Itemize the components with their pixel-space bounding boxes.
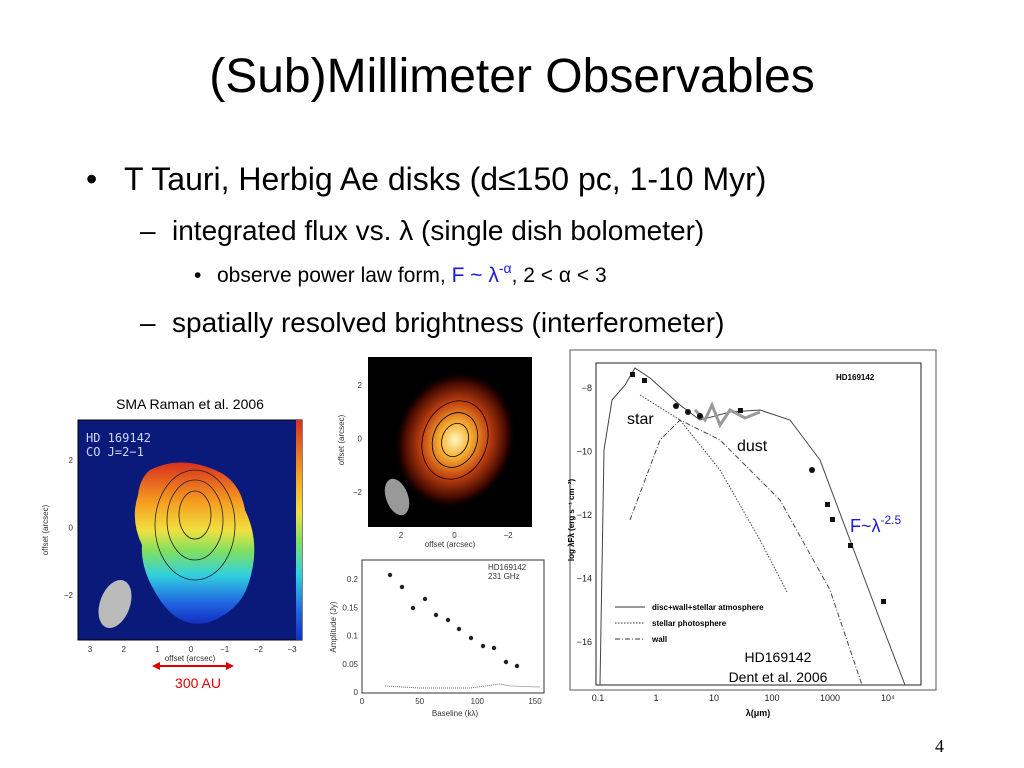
y-tick-label: −16 [577, 637, 592, 647]
x-tick-label: 1 [653, 693, 658, 703]
y-tick-label: 2 [69, 456, 74, 465]
x-tick-label: 10⁴ [881, 693, 895, 703]
sed-plot: HD169142 star dust F~λ-2.5 disc+wall+ste… [567, 349, 937, 718]
formula-exponent: -α [499, 260, 512, 276]
y-tick-label: 2 [358, 381, 363, 390]
x-tick-label: 0 [452, 531, 457, 540]
x-tick-label: −1 [220, 645, 230, 654]
scale-label: 300 AU [175, 675, 221, 691]
bullet-text: observe power law form, F ~ λ-α, 2 < α <… [217, 260, 607, 287]
x-tick-label: −3 [287, 645, 297, 654]
x-tick-label: 0 [360, 697, 365, 706]
visibility-plot: HD169142 231 GHz Amplitude (Jy) Baseline… [329, 559, 545, 718]
y-tick-label: −8 [582, 383, 592, 393]
annotation: F~λ-2.5 [850, 513, 902, 536]
bullet-marker: • [194, 264, 201, 287]
x-tick-label: 0 [189, 645, 194, 654]
x-axis-label: Baseline (kλ) [432, 709, 479, 718]
x-tick-label: 100 [764, 693, 779, 703]
contours [421, 400, 489, 480]
bullet-marker: – [140, 215, 156, 246]
spectrum [693, 401, 761, 429]
page-number: 4 [935, 736, 944, 756]
map-label: HD 169142 [86, 431, 151, 445]
x-tick-label: −2 [503, 531, 513, 540]
y-axis-label: offset (arcsec) [41, 504, 50, 555]
bullet-marker: – [140, 307, 156, 338]
y-tick-label: 0.15 [342, 603, 358, 612]
photosphere-curve [639, 394, 788, 593]
beam [384, 478, 410, 516]
formula: F~λ [850, 516, 881, 536]
annotation: star [627, 411, 654, 428]
y-tick-label: −12 [577, 510, 592, 520]
y-tick-label: 0 [69, 524, 74, 533]
bullet-marker: • [86, 161, 97, 197]
colorbar [296, 420, 302, 640]
text-run: observe power law form, [217, 264, 452, 287]
figure-caption: HD169142 [745, 649, 812, 665]
photometry-points [630, 372, 886, 604]
emission-region [134, 462, 255, 624]
bullet-text: spatially resolved brightness (interfero… [172, 307, 724, 338]
contours [154, 469, 236, 581]
legend-label: wall [651, 635, 667, 644]
plot-label: 231 GHz [488, 572, 520, 581]
emission-region [393, 371, 517, 509]
y-tick-label: −2 [353, 488, 363, 497]
x-axis-label: offset (arcsec) [165, 654, 216, 663]
y-axis-label: offset (arcsec) [337, 414, 346, 465]
bullet-text: integrated flux vs. λ (single dish bolom… [172, 215, 704, 246]
y-tick-label: 0.2 [347, 575, 359, 584]
continuum-map: offset (arcsec) offset (arcsec) [337, 357, 532, 549]
legend-label: disc+wall+stellar atmosphere [652, 603, 764, 612]
x-tick-label: 1000 [820, 693, 840, 703]
x-tick-label: 150 [528, 697, 542, 706]
x-tick-label: 2 [121, 645, 126, 654]
bullet-text: T Tauri, Herbig Ae disks (d≤150 pc, 1-10… [124, 161, 766, 197]
plot-label: HD169142 [488, 563, 527, 572]
y-tick-label: −10 [577, 447, 592, 457]
x-tick-label: 1 [155, 645, 160, 654]
text-run: , 2 < α < 3 [512, 264, 607, 287]
x-tick-label: 10 [709, 693, 719, 703]
formula: F ~ λ [452, 264, 500, 287]
beam [98, 579, 132, 629]
noise-line [384, 683, 541, 689]
model-curve [599, 367, 906, 686]
figure-caption: Dent et al. 2006 [729, 669, 828, 685]
sma-map: SMA Raman et al. 2006 HD 169142 CO J=2−1… [41, 392, 310, 697]
y-axis-label: log λFλ (erg s⁻¹ cm⁻²) [567, 479, 576, 562]
x-tick-label: 3 [88, 645, 93, 654]
y-tick-label: −14 [577, 574, 592, 584]
plot-points [387, 572, 520, 669]
annotation: dust [737, 438, 768, 455]
plot-label: HD169142 [836, 373, 875, 382]
formula-exponent: -2.5 [881, 513, 902, 527]
y-axis-label: Amplitude (Jy) [329, 601, 338, 652]
x-axis-label: offset (arcsec) [425, 540, 476, 549]
y-tick-label: 0.05 [342, 660, 358, 669]
plot-frame [595, 362, 922, 686]
x-tick-label: 100 [471, 697, 485, 706]
figure-border [569, 349, 937, 691]
slide-title: (Sub)Millimeter Observables [209, 50, 815, 103]
x-tick-label: −2 [254, 645, 264, 654]
y-tick-label: 0 [354, 688, 359, 697]
y-tick-label: 0 [358, 435, 363, 444]
x-tick-label: 50 [415, 697, 424, 706]
legend-label: stellar photosphere [652, 619, 727, 628]
x-axis-label: λ(μm) [746, 708, 771, 718]
x-tick-label: 0.1 [592, 693, 605, 703]
x-tick-label: 2 [399, 531, 404, 540]
y-tick-label: 0.1 [347, 632, 359, 641]
plot-frame [361, 559, 545, 694]
map-label: CO J=2−1 [86, 445, 144, 459]
y-tick-label: −2 [64, 591, 74, 600]
figure-caption: SMA Raman et al. 2006 [116, 396, 264, 412]
